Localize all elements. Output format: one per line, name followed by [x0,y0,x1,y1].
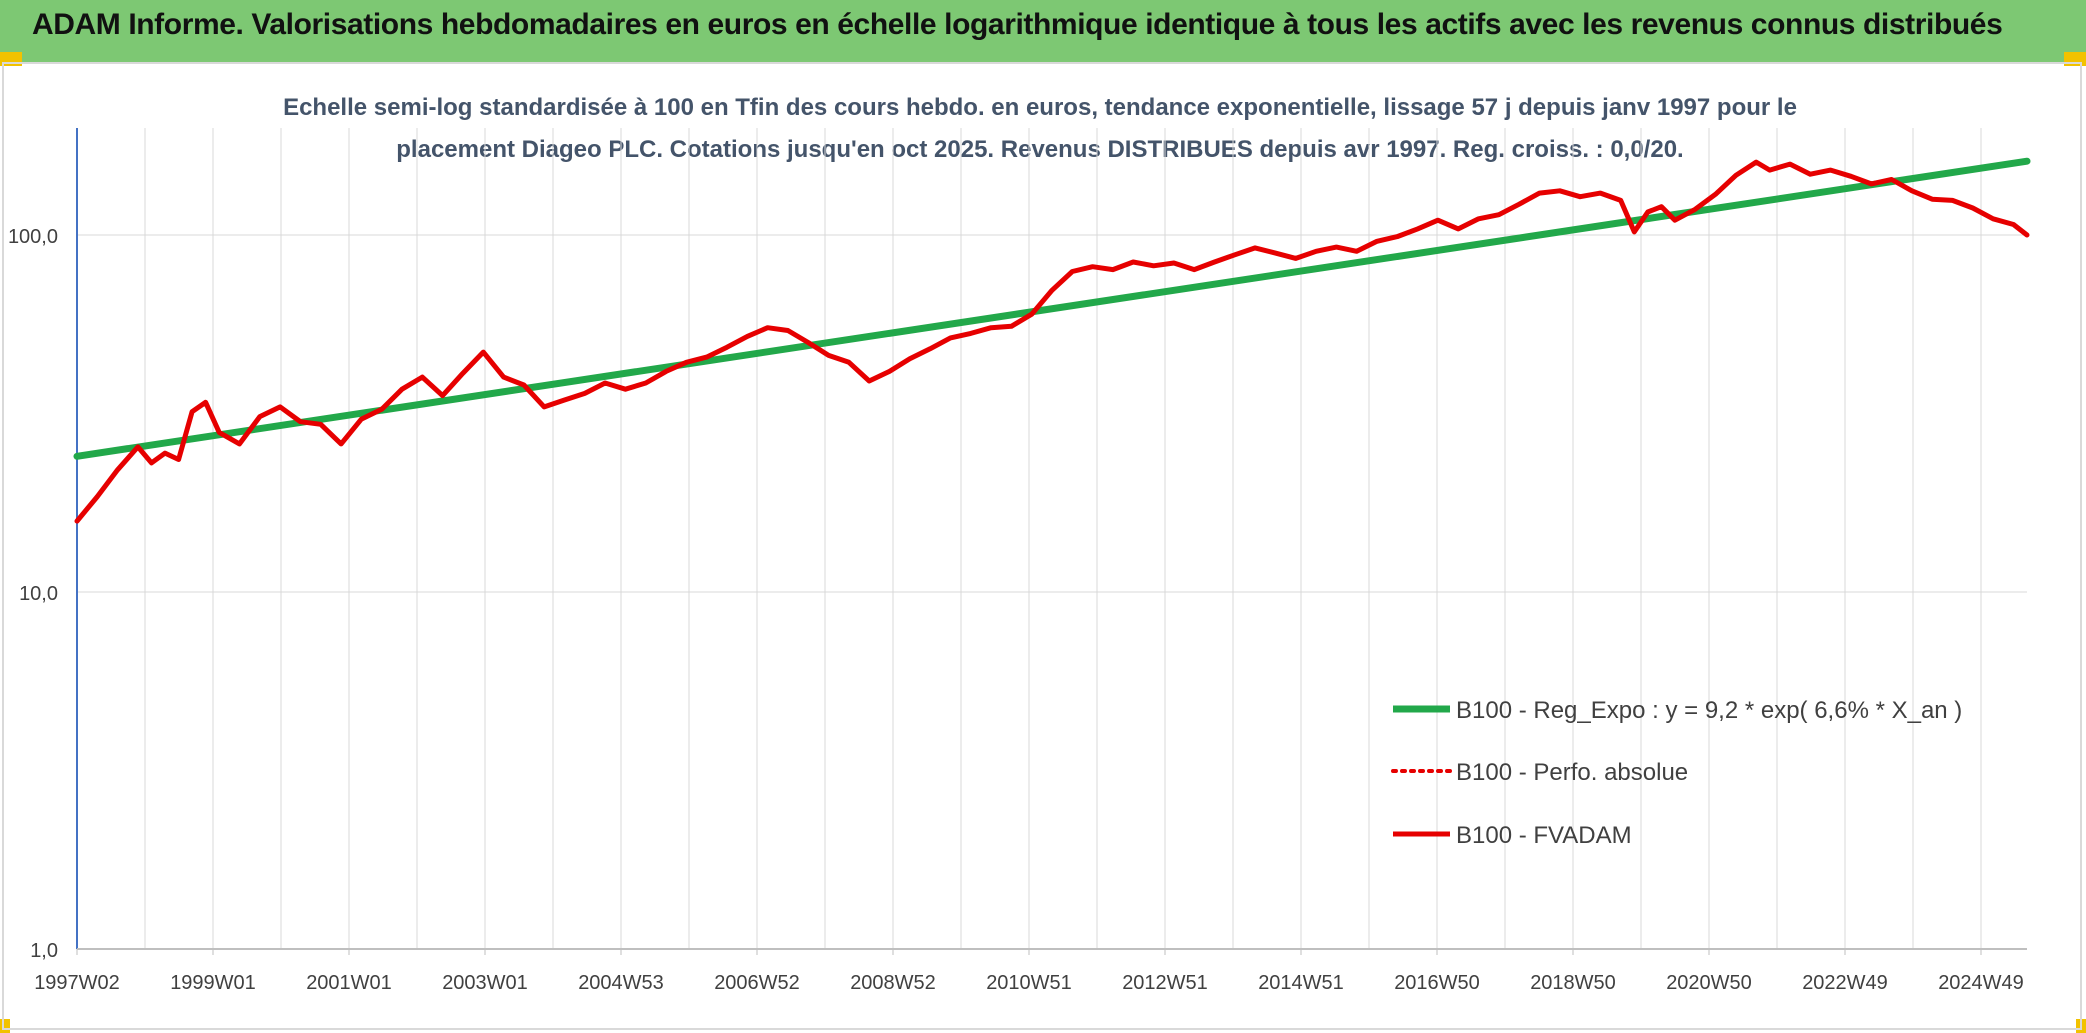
x-tick-label: 1999W01 [170,972,256,994]
legend-label: B100 - Perfo. absolue [1456,759,1688,786]
legend-label: B100 - Reg_Expo : y = 9,2 * exp( 6,6% * … [1456,697,1962,724]
chart-title-line-2: placement Diageo PLC. Cotations jusqu'en… [396,136,1683,163]
report-header: ADAM Informe. Valorisations hebdomadaire… [0,0,2086,62]
y-axis-tick-labels: 1,0 10,0 100,0 [8,226,58,962]
x-tick-label: 1997W02 [34,972,120,994]
x-axis-tick-labels: 1997W02 1999W01 2001W01 2003W01 2004W53 2006W… [34,949,2024,994]
x-tick-label: 2022W49 [1802,972,1888,994]
corner-marker [0,1019,10,1033]
vertical-gridlines [144,128,1982,949]
x-tick-label: 2024W49 [1938,972,2024,994]
chart-title-line-1: Echelle semi-log standardisée à 100 en T… [283,94,1797,121]
fvadam-line-series [74,159,2030,524]
chart-frame [2,62,2082,1030]
x-tick-label: 2018W50 [1530,972,1616,994]
trend-line-series [73,157,2031,460]
x-tick-label: 2004W53 [578,972,664,994]
x-tick-label: 2016W50 [1394,972,1480,994]
x-tick-label: 2008W52 [850,972,936,994]
x-tick-label: 2012W51 [1122,972,1208,994]
x-tick-label: 2014W51 [1258,972,1344,994]
y-tick-label: 100,0 [8,226,58,248]
series-group [73,157,2031,524]
x-tick-label: 2001W01 [306,972,392,994]
y-tick-label: 10,0 [19,583,58,605]
x-tick-label: 2006W52 [714,972,800,994]
x-tick-label: 2010W51 [986,972,1072,994]
y-tick-label: 1,0 [30,940,58,962]
horizontal-gridlines [77,234,2027,593]
x-tick-label: 2020W50 [1666,972,1752,994]
legend-label: B100 - FVADAM [1456,822,1632,849]
report-title: ADAM Informe. Valorisations hebdomadaire… [32,8,2003,41]
legend: B100 - Reg_Expo : y = 9,2 * exp( 6,6% * … [1391,697,1962,849]
x-tick-label: 2003W01 [442,972,528,994]
